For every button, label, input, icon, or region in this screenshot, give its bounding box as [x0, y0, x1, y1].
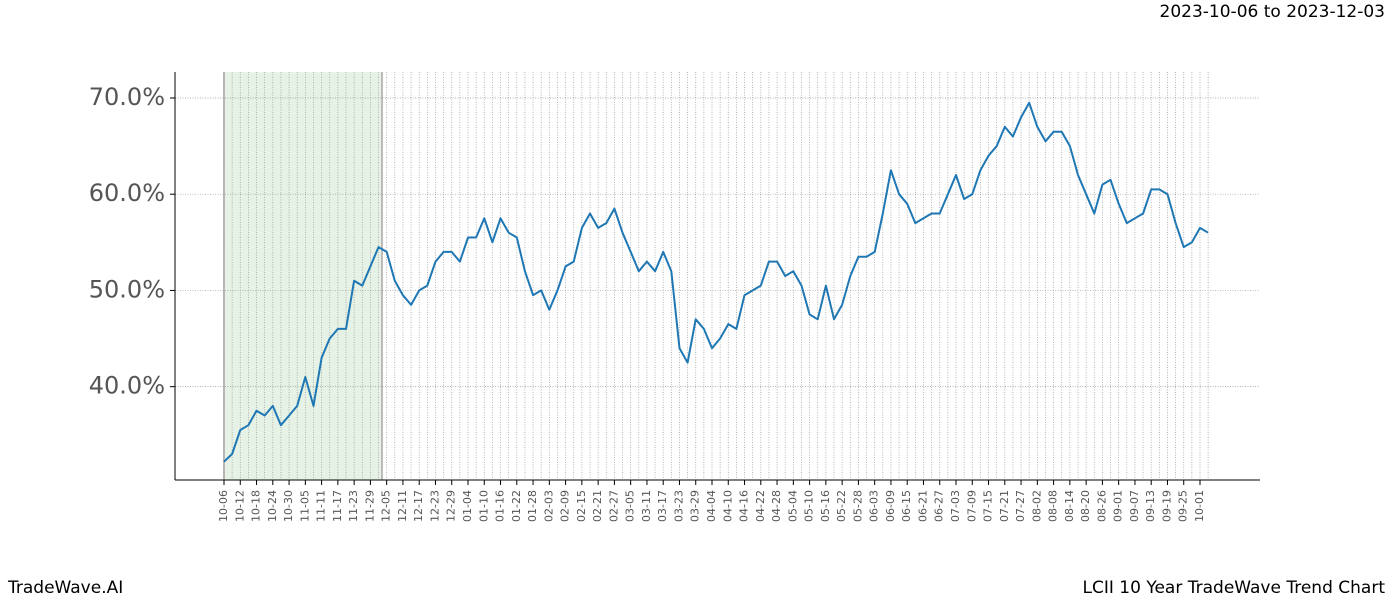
- x-tick-label: 02-09: [559, 490, 572, 522]
- y-tick-label: 40.0%: [89, 372, 165, 400]
- x-tick-label: 08-20: [1079, 490, 1092, 522]
- x-tick-label: 11-17: [331, 490, 344, 522]
- x-tick-label: 03-17: [656, 490, 669, 522]
- x-tick-label: 09-19: [1160, 490, 1173, 522]
- chart-title: LCII 10 Year TradeWave Trend Chart: [1083, 578, 1386, 598]
- x-tick-label: 07-15: [982, 490, 995, 522]
- watermark: TradeWave.AI: [7, 578, 123, 598]
- x-tick-label: 04-04: [705, 490, 718, 522]
- x-tick-label: 01-04: [461, 490, 474, 522]
- grid: [175, 72, 1260, 480]
- y-tick-label: 60.0%: [89, 179, 165, 207]
- x-tick-label: 05-28: [851, 490, 864, 522]
- x-tick-label: 02-21: [591, 490, 604, 522]
- x-tick-label: 07-03: [949, 490, 962, 522]
- x-tick-label: 10-30: [282, 490, 295, 522]
- highlight-band: [224, 72, 382, 480]
- x-tick-label: 01-16: [494, 490, 507, 522]
- x-tick-label: 02-27: [607, 490, 620, 522]
- x-tick-label: 01-22: [510, 490, 523, 522]
- x-tick-label: 12-29: [445, 490, 458, 522]
- x-tick-label: 04-22: [754, 490, 767, 522]
- x-tick-label: 11-23: [347, 490, 360, 522]
- x-tick-label: 10-18: [250, 490, 263, 522]
- plot: [223, 101, 1209, 463]
- x-tick-label: 05-16: [819, 490, 832, 522]
- x-tick-label: 05-10: [803, 490, 816, 522]
- x-tick-label: 11-05: [298, 490, 311, 522]
- x-tick-label: 05-22: [835, 490, 848, 522]
- x-tick-label: 04-28: [770, 490, 783, 522]
- x-tick-label: 08-08: [1047, 490, 1060, 522]
- x-tick-label: 03-23: [672, 490, 685, 522]
- x-tick-label: 08-02: [1030, 490, 1043, 522]
- x-tick-label: 08-26: [1095, 490, 1108, 522]
- x-tick-label: 06-09: [884, 490, 897, 522]
- x-tick-label: 01-10: [477, 490, 490, 522]
- x-tick-label: 03-11: [640, 490, 653, 522]
- y-tick-label: 50.0%: [89, 275, 165, 303]
- x-tick-label: 11-29: [363, 490, 376, 522]
- x-tick-label: 09-01: [1112, 490, 1125, 522]
- x-tick-label: 03-05: [624, 490, 637, 522]
- x-tick-label: 06-27: [933, 490, 946, 522]
- x-tick-label: 08-14: [1063, 490, 1076, 522]
- x-tick-label: 06-21: [916, 490, 929, 522]
- line: [223, 101, 1209, 463]
- x-tick-label: 01-28: [526, 490, 539, 522]
- x-tick-label: 10-01: [1193, 490, 1206, 522]
- x-tick-label: 04-16: [738, 490, 751, 522]
- x-tick-label: 12-17: [412, 490, 425, 522]
- x-tick-label: 10-06: [217, 490, 230, 522]
- x-tick-label: 02-15: [575, 490, 588, 522]
- x-tick-label: 04-10: [721, 490, 734, 522]
- x-tick-label: 09-25: [1177, 490, 1190, 522]
- x-tick-label: 11-11: [315, 490, 328, 522]
- x-tick-label: 12-11: [396, 490, 409, 522]
- x-tick-label: 09-13: [1144, 490, 1157, 522]
- x-tick-label: 10-24: [266, 490, 279, 522]
- x-tick-label: 07-21: [998, 490, 1011, 522]
- x-tick-label: 02-03: [542, 490, 555, 522]
- x-tick-label: 06-03: [868, 490, 881, 522]
- x-tick-label: 03-29: [689, 490, 702, 522]
- subtitle: 2023-10-06 to 2023-12-03: [1160, 2, 1385, 22]
- y-tick-label: 70.0%: [89, 83, 165, 111]
- x-tick-label: 09-07: [1128, 490, 1141, 522]
- x-tick-label: 12-23: [428, 490, 441, 522]
- x-tick-label: 07-09: [965, 490, 978, 522]
- x-tick-label: 06-15: [900, 490, 913, 522]
- x-tick-label: 05-04: [786, 490, 799, 522]
- x-tick-label: 10-12: [233, 490, 246, 522]
- x-tick-label: 07-27: [1014, 490, 1027, 522]
- x-tick-label: 12-05: [380, 490, 393, 522]
